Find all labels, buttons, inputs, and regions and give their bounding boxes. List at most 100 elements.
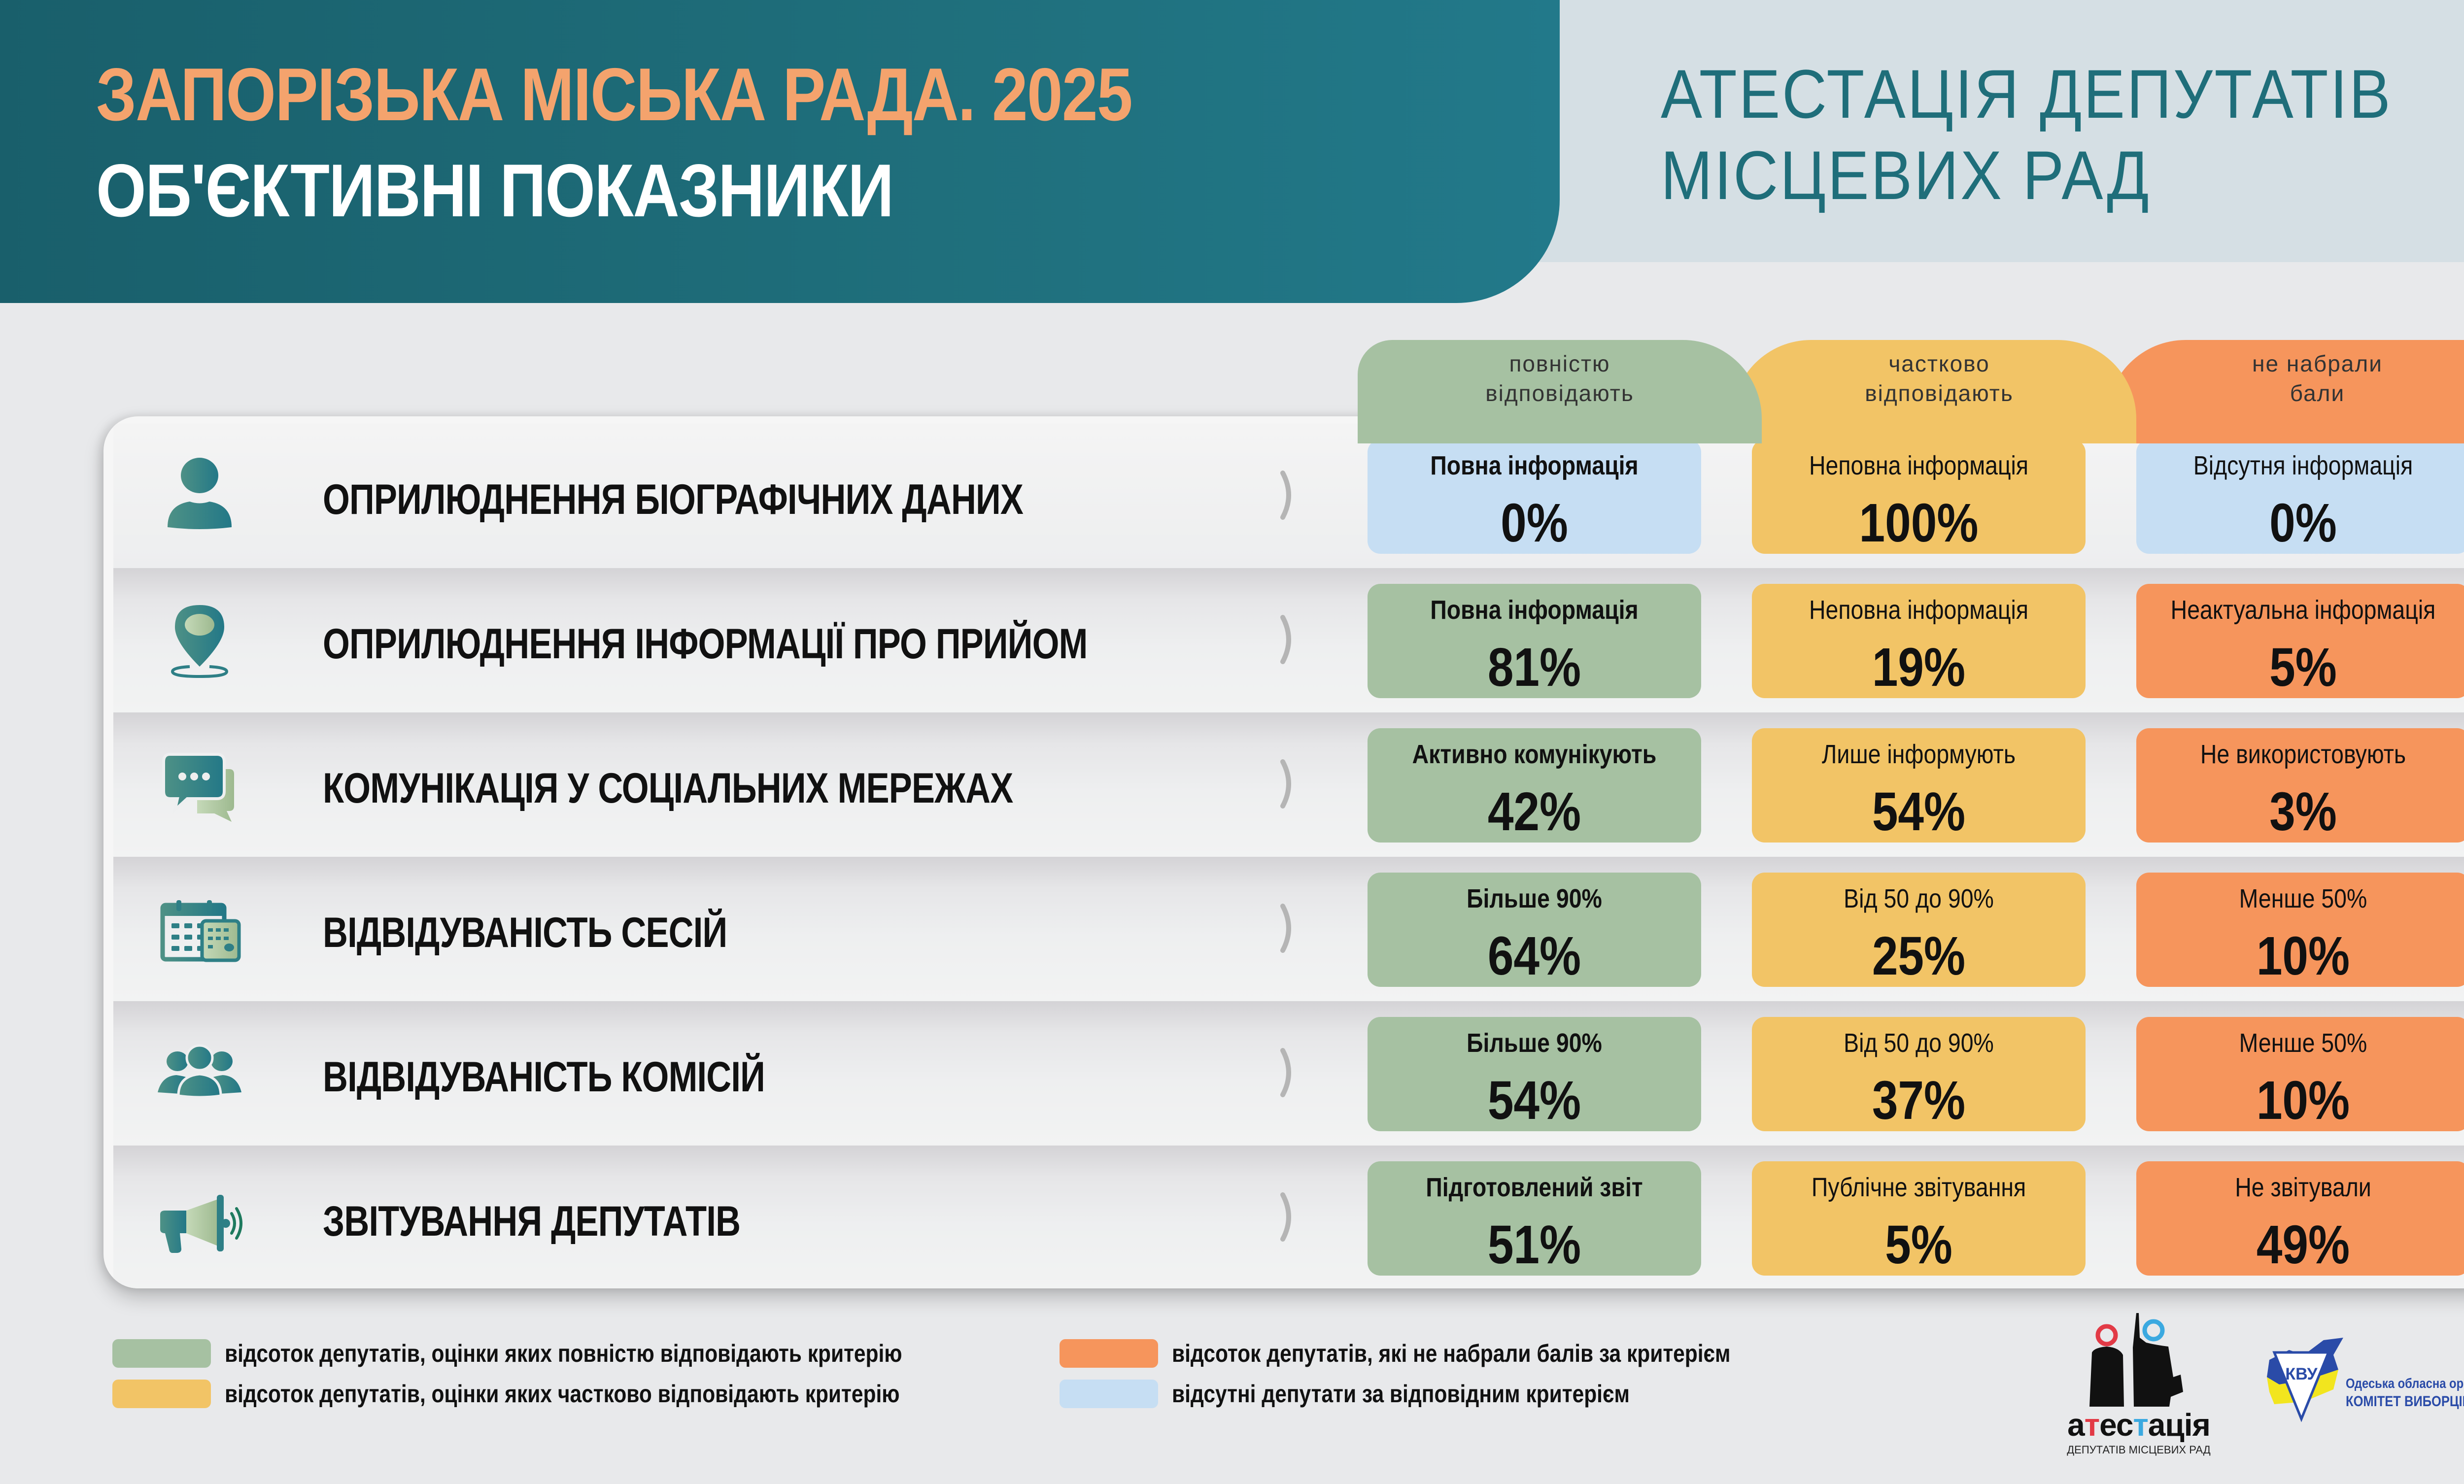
row-label: ОПРИЛЮДНЕННЯ ІНФОРМАЦІЇ ПРО ПРИЙОМ xyxy=(323,620,1088,668)
column-header-partial: частково відповідають xyxy=(1732,340,2136,443)
legend-text: відсоток депутатів, які не набрали балів… xyxy=(1172,1340,1731,1367)
cell-label: Повна інформація xyxy=(1430,595,1639,625)
legend-swatch-orange xyxy=(1060,1339,1158,1368)
cell-partial: Лише інформують 54% xyxy=(1752,728,2086,843)
legend-text: відсутні депутати за відповідним критері… xyxy=(1172,1380,1630,1408)
table-row: ВІДВІДУВАНІСТЬ КОМІСІЙ Більше 90% 54% Ві… xyxy=(113,1001,2464,1146)
atestation-subtitle: ДЕПУТАТІВ МІСЦЕВИХ РАД xyxy=(2067,1444,2211,1456)
cell-label: Відсутня інформація xyxy=(2193,451,2413,480)
cell-value: 81% xyxy=(1487,637,1581,698)
cell-value: 0% xyxy=(1501,493,1568,553)
svg-text:КВУ: КВУ xyxy=(2285,1365,2318,1383)
cell-label: Неактуальна інформація xyxy=(2170,595,2436,625)
cell-value: 25% xyxy=(1872,926,1966,986)
cell-value: 19% xyxy=(1872,637,1966,698)
table-row: ОПРИЛЮДНЕННЯ БІОГРАФІЧНИХ ДАНИХ Повна ін… xyxy=(113,424,2464,568)
kvu-org-line1: Одеська обласна організація xyxy=(2346,1376,2464,1391)
chevron-right-icon[interactable] xyxy=(1279,904,1299,953)
location-pin-icon xyxy=(171,605,229,678)
chevron-right-icon[interactable] xyxy=(1279,615,1299,664)
cell-value: 49% xyxy=(2256,1214,2350,1275)
cell-full: Підготовлений звіт 51% xyxy=(1368,1161,1701,1276)
cell-partial: Неповна інформація 100% xyxy=(1752,439,2086,554)
cell-value: 51% xyxy=(1487,1214,1581,1275)
kvu-emblem-icon: КВУ xyxy=(2267,1338,2343,1422)
table-row: ЗВІТУВАННЯ ДЕПУТАТІВ Підготовлений звіт … xyxy=(113,1146,2464,1288)
chevron-right-icon[interactable] xyxy=(1279,1048,1299,1097)
cell-value: 0% xyxy=(2269,493,2337,553)
cell-value: 10% xyxy=(2256,1070,2350,1131)
chevron-right-icon[interactable] xyxy=(1279,471,1299,520)
cell-label: Більше 90% xyxy=(1467,884,1602,913)
legend-text: відсоток депутатів, оцінки яких повністю… xyxy=(225,1340,902,1367)
deputies-silhouette-icon xyxy=(2089,1313,2183,1407)
cell-label: Від 50 до 90% xyxy=(1844,884,1994,913)
atestation-logo: атестація ДЕПУТАТІВ МІСЦЕВИХ РАД xyxy=(2065,1308,2213,1461)
cell-full: Активно комунікують 42% xyxy=(1368,728,1701,843)
cell-none: Не звітували 49% xyxy=(2136,1161,2464,1276)
cell-label: Повна інформація xyxy=(1430,451,1639,480)
cell-full: Більше 90% 54% xyxy=(1368,1017,1701,1131)
column-headers: повністю відповідають частково відповіда… xyxy=(1358,340,2464,443)
row-label: ВІДВІДУВАНІСТЬ КОМІСІЙ xyxy=(323,1053,765,1101)
cell-value: 54% xyxy=(1872,781,1966,842)
row-label: ОПРИЛЮДНЕННЯ БІОГРАФІЧНИХ ДАНИХ xyxy=(323,476,1024,523)
chevron-right-icon[interactable] xyxy=(1279,1192,1299,1242)
kvu-org-line2: КОМІТЕТ ВИБОРЦІВ УКРАЇНИ xyxy=(2346,1393,2464,1410)
cell-label: Не звітували xyxy=(2235,1173,2371,1202)
header-right-panel xyxy=(1429,0,2464,262)
group-icon xyxy=(158,1044,241,1099)
header-title-panel xyxy=(0,0,1560,303)
megaphone-icon xyxy=(160,1195,242,1253)
column-header-partial-line1: частково xyxy=(1888,351,1990,376)
cell-value: 5% xyxy=(2269,637,2337,698)
column-header-full: повністю відповідають xyxy=(1358,340,1762,443)
cell-value: 54% xyxy=(1487,1070,1581,1131)
legend-swatch-yellow xyxy=(112,1380,211,1408)
cell-label: Від 50 до 90% xyxy=(1844,1028,1994,1058)
chat-bubbles-icon xyxy=(162,753,234,822)
column-header-partial-line2: відповідають xyxy=(1865,380,2014,406)
cell-value: 37% xyxy=(1872,1070,1966,1131)
program-title-line2: МІСЦЕВИХ РАД xyxy=(1661,136,2151,214)
legend-text: відсоток депутатів, оцінки яких частково… xyxy=(225,1380,900,1408)
cell-none: Не використовують 3% xyxy=(2136,728,2464,843)
cell-none: Менше 50% 10% xyxy=(2136,873,2464,987)
table-row: КОМУНІКАЦІЯ У СОЦІАЛЬНИХ МЕРЕЖАХ Активно… xyxy=(113,712,2464,857)
row-label: КОМУНІКАЦІЯ У СОЦІАЛЬНИХ МЕРЕЖАХ xyxy=(323,765,1013,812)
calendar-icon xyxy=(160,900,241,962)
person-icon xyxy=(168,458,232,529)
cell-full: Повна інформація 0% xyxy=(1368,439,1701,554)
row-label: ВІДВІДУВАНІСТЬ СЕСІЙ xyxy=(323,909,727,956)
cell-label: Підготовлений звіт xyxy=(1426,1173,1643,1202)
table-row: ВІДВІДУВАНІСТЬ СЕСІЙ Більше 90% 64% Від … xyxy=(113,857,2464,1001)
cell-value: 42% xyxy=(1487,781,1581,842)
page-subtitle: ОБ'ЄКТИВНІ ПОКАЗНИКИ xyxy=(96,149,894,233)
chevron-right-icon[interactable] xyxy=(1279,759,1299,809)
column-header-none: не набрали бали xyxy=(2107,340,2464,443)
column-header-none-line2: бали xyxy=(2290,380,2345,406)
cell-label: Більше 90% xyxy=(1467,1028,1602,1058)
column-header-full-line2: відповідають xyxy=(1485,380,1634,406)
cell-partial: Від 50 до 90% 25% xyxy=(1752,873,2086,987)
cell-value: 3% xyxy=(2269,781,2337,842)
cell-label: Лише інформують xyxy=(1821,740,2016,769)
cell-none: Відсутня інформація 0% xyxy=(2136,439,2464,554)
cell-label: Неповна інформація xyxy=(1809,595,2029,625)
cell-none: Неактуальна інформація 5% xyxy=(2136,584,2464,698)
cell-label: Активно комунікують xyxy=(1412,740,1657,769)
cell-label: Менше 50% xyxy=(2239,884,2367,913)
indicators-table: ОПРИЛЮДНЕННЯ БІОГРАФІЧНИХ ДАНИХ Повна ін… xyxy=(103,416,2464,1288)
cell-value: 5% xyxy=(1885,1214,1952,1275)
cell-label: Менше 50% xyxy=(2239,1028,2367,1058)
cell-partial: Від 50 до 90% 37% xyxy=(1752,1017,2086,1131)
cell-label: Неповна інформація xyxy=(1809,451,2029,480)
cell-partial: Публічне звітування 5% xyxy=(1752,1161,2086,1276)
legend-swatch-green xyxy=(112,1339,211,1368)
cell-value: 100% xyxy=(1859,493,1979,553)
kvu-logo: КВУ Одеська обласна організація КОМІТЕТ … xyxy=(2259,1330,2464,1429)
cell-partial: Неповна інформація 19% xyxy=(1752,584,2086,698)
page-title: ЗАПОРІЗЬКА МІСЬКА РАДА. 2025 xyxy=(96,53,1133,136)
cell-none: Менше 50% 10% xyxy=(2136,1017,2464,1131)
cell-label: Не використовують xyxy=(2200,740,2406,769)
